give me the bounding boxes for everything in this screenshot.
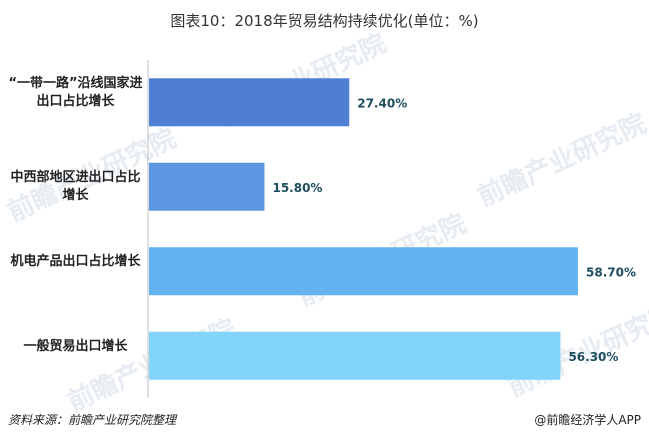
value-label-1: 27.40% [357, 96, 407, 110]
bar-4 [149, 331, 561, 380]
value-label-3: 58.70% [586, 265, 636, 279]
category-label-2: 中西部地区进出口占比增长 [10, 169, 141, 203]
value-label-4: 56.30% [568, 350, 618, 364]
bars-group [149, 78, 578, 380]
category-label-1: “一带一路”沿线国家进出口占比增长 [8, 76, 143, 110]
source-note: 资料来源：前瞻产业研究院整理 [8, 413, 177, 427]
value-label-2: 15.80% [272, 181, 322, 195]
credit-note: @前瞻经济学人APP [534, 413, 641, 427]
bar-3 [149, 247, 578, 296]
category-label-3: 机电产品出口占比增长 [10, 254, 141, 270]
bar-1 [149, 78, 350, 127]
category-label-4: 一般贸易出口增长 [23, 338, 128, 354]
chart-title: 图表10：2018年贸易结构持续优化(单位：%) [170, 12, 479, 30]
bar-2 [149, 162, 265, 211]
value-labels-group: 27.40% 15.80% 58.70% 56.30% [272, 96, 636, 364]
